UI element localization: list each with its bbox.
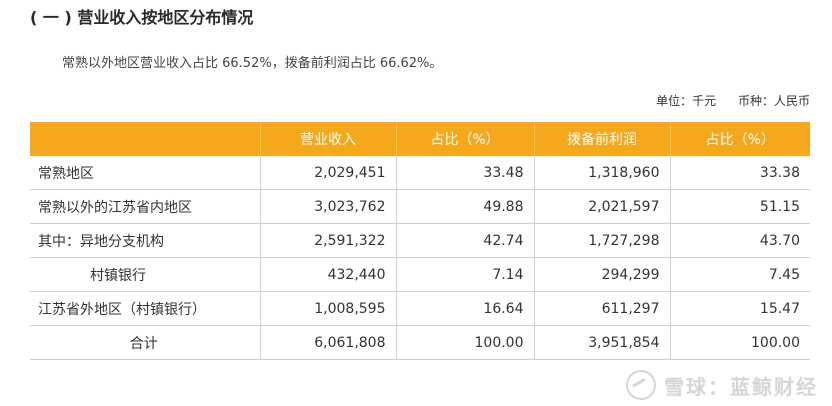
cell-profit: 1,727,298	[533, 223, 670, 258]
cell-profit-share: 43.70	[669, 223, 810, 258]
revenue-by-region-table: 营业收入 占比（%） 拨备前利润 占比（%） 常熟地区 2,029,451 33…	[30, 122, 810, 360]
cell-revenue-share: 16.64	[395, 291, 534, 326]
units-line: 单位：千元 币种：人民币	[638, 92, 810, 109]
cell-revenue-share: 49.88	[395, 189, 534, 224]
table-row: 常熟地区 2,029,451 33.48 1,318,960 33.38	[30, 156, 810, 190]
snowball-logo-icon	[626, 370, 656, 400]
cell-revenue-share: 7.14	[395, 257, 534, 292]
cell-revenue: 2,029,451	[259, 156, 396, 190]
cell-region: 常熟地区	[30, 156, 260, 190]
header-region	[30, 122, 260, 156]
cell-region: 常熟以外的江苏省内地区	[30, 189, 260, 224]
header-profit-share: 占比（%）	[669, 122, 810, 156]
cell-revenue-share: 42.74	[395, 223, 534, 258]
cell-revenue-share: 100.00	[395, 325, 534, 360]
cell-revenue: 6,061,808	[259, 325, 396, 360]
cell-region: 村镇银行	[30, 257, 260, 292]
cell-region: 合计	[30, 325, 260, 360]
header-revenue-share: 占比（%）	[395, 122, 534, 156]
cell-profit: 3,951,854	[533, 325, 670, 360]
header-revenue: 营业收入	[259, 122, 396, 156]
table-row: 村镇银行 432,440 7.14 294,299 7.45	[30, 257, 810, 292]
cell-revenue: 1,008,595	[259, 291, 396, 326]
header-pre-provision-profit: 拨备前利润	[533, 122, 670, 156]
cell-region: 江苏省外地区（村镇银行）	[30, 291, 260, 326]
watermark: 雪球：蓝鲸财经	[626, 370, 818, 400]
cell-revenue: 2,591,322	[259, 223, 396, 258]
cell-region: 其中：异地分支机构	[30, 223, 260, 258]
watermark-text: 雪球：蓝鲸财经	[664, 374, 818, 399]
section-title: ( 一 ) 营业收入按地区分布情况	[30, 8, 254, 27]
cell-revenue-share: 33.48	[395, 156, 534, 190]
table-row: 常熟以外的江苏省内地区 3,023,762 49.88 2,021,597 51…	[30, 189, 810, 224]
cell-profit: 611,297	[533, 291, 670, 326]
currency-label: 币种：人民币	[737, 94, 810, 108]
table-total-row: 合计 6,061,808 100.00 3,951,854 100.00	[30, 325, 810, 360]
cell-profit-share: 15.47	[669, 291, 810, 326]
cell-profit-share: 7.45	[669, 257, 810, 292]
cell-profit: 1,318,960	[533, 156, 670, 190]
table-row: 其中：异地分支机构 2,591,322 42.74 1,727,298 43.7…	[30, 223, 810, 258]
cell-revenue: 432,440	[259, 257, 396, 292]
cell-profit: 2,021,597	[533, 189, 670, 224]
cell-profit-share: 33.38	[669, 156, 810, 190]
cell-revenue: 3,023,762	[259, 189, 396, 224]
cell-profit: 294,299	[533, 257, 670, 292]
summary-text: 常熟以外地区营业收入占比 66.52%，拨备前利润占比 66.62%。	[62, 56, 443, 71]
cell-profit-share: 100.00	[669, 325, 810, 360]
unit-label: 单位：千元	[656, 94, 717, 108]
cell-profit-share: 51.15	[669, 189, 810, 224]
table-row: 江苏省外地区（村镇银行） 1,008,595 16.64 611,297 15.…	[30, 291, 810, 326]
table-header-row: 营业收入 占比（%） 拨备前利润 占比（%）	[30, 122, 810, 156]
